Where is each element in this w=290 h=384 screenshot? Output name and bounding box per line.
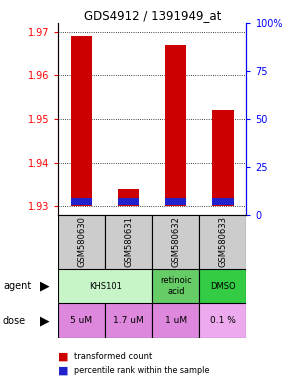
Text: GSM580633: GSM580633 [218, 217, 227, 267]
Bar [212, 110, 233, 206]
Text: GSM580631: GSM580631 [124, 217, 133, 267]
Text: 1.7 uM: 1.7 uM [113, 316, 144, 325]
Bar [71, 199, 92, 205]
Bar [118, 189, 139, 206]
Bar [71, 36, 92, 206]
Text: 1 uM: 1 uM [165, 316, 187, 325]
Text: 0.1 %: 0.1 % [210, 316, 236, 325]
Bar [199, 269, 246, 303]
Text: dose: dose [3, 316, 26, 326]
Bar [105, 303, 152, 338]
Text: ■: ■ [58, 351, 68, 361]
Text: KHS101: KHS101 [89, 281, 122, 291]
Bar [152, 215, 200, 269]
Bar [105, 215, 152, 269]
Bar [152, 269, 200, 303]
Text: retinoic
acid: retinoic acid [160, 276, 192, 296]
Text: DMSO: DMSO [210, 281, 236, 291]
Bar [165, 199, 186, 205]
Bar [165, 45, 186, 206]
Bar [58, 269, 152, 303]
Text: percentile rank within the sample: percentile rank within the sample [74, 366, 209, 375]
Text: 5 uM: 5 uM [70, 316, 93, 325]
Text: ■: ■ [58, 366, 68, 376]
Title: GDS4912 / 1391949_at: GDS4912 / 1391949_at [84, 9, 221, 22]
Text: ▶: ▶ [40, 280, 50, 293]
Bar [58, 215, 105, 269]
Text: GSM580630: GSM580630 [77, 217, 86, 267]
Text: GSM580632: GSM580632 [171, 217, 180, 267]
Bar [152, 303, 200, 338]
Bar [118, 199, 139, 205]
Bar [199, 303, 246, 338]
Text: transformed count: transformed count [74, 352, 152, 361]
Bar [58, 303, 105, 338]
Text: agent: agent [3, 281, 31, 291]
Text: ▶: ▶ [40, 314, 50, 327]
Bar [212, 199, 233, 205]
Bar [199, 215, 246, 269]
